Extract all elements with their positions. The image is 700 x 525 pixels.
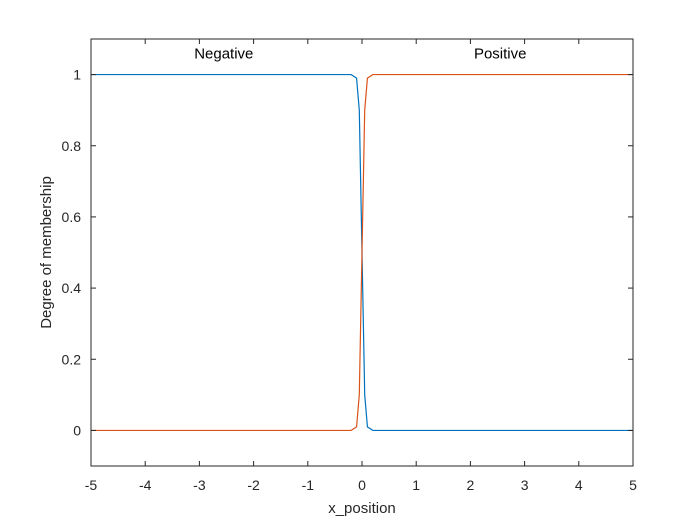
y-tick-label: 0.2 xyxy=(62,351,82,367)
y-tick-label: 0.6 xyxy=(62,209,82,225)
x-tick-label: -2 xyxy=(247,477,260,493)
y-tick-label: 0.4 xyxy=(62,280,82,296)
series-label-negative: Negative xyxy=(194,46,253,63)
x-tick-label: 5 xyxy=(629,477,637,493)
x-tick-label: 2 xyxy=(467,477,475,493)
x-axis-title: x_position xyxy=(328,500,396,517)
x-tick-label: 3 xyxy=(521,477,529,493)
series-layer xyxy=(91,73,633,432)
y-tick-label: 0 xyxy=(73,422,81,438)
y-axis-title: Degree of membership xyxy=(38,176,55,329)
labels-layer: Negative Positive xyxy=(194,46,526,63)
x-tick-label: -1 xyxy=(302,477,315,493)
x-tick-label: 0 xyxy=(358,477,366,493)
series-line-positive xyxy=(91,73,633,432)
x-tick-label: -4 xyxy=(139,477,152,493)
x-tick-label: 4 xyxy=(575,477,583,493)
y-tick-label: 1 xyxy=(73,67,81,83)
x-tick-label: -5 xyxy=(85,477,98,493)
x-tick-label: -3 xyxy=(193,477,206,493)
x-tick-label: 1 xyxy=(412,477,420,493)
y-tick-label: 0.8 xyxy=(62,138,82,154)
ticks-layer: -5 -4 -3 -2 -1 0 1 2 3 4 5 0 0.2 0.4 0.6 0.8 1 xyxy=(62,39,637,493)
series-label-positive: Positive xyxy=(474,46,527,63)
